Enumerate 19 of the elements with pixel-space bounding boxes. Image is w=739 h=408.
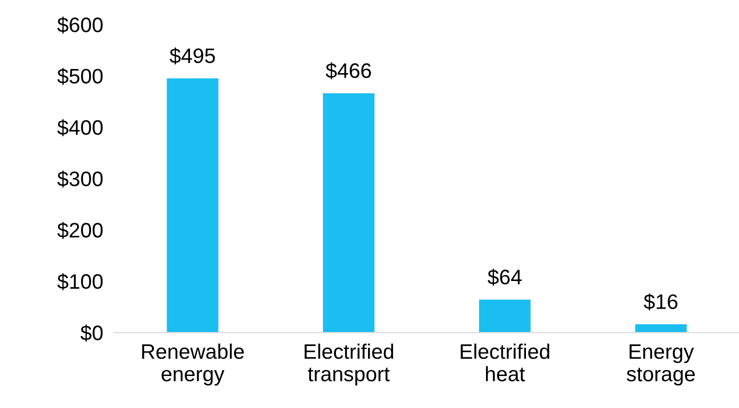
bar	[635, 324, 687, 333]
y-tick-label: $0	[80, 324, 103, 342]
x-tick-label: Renewable energy	[142, 344, 244, 386]
y-tick-label: $500	[57, 68, 103, 85]
x-tick-label: Electrified heat	[460, 344, 550, 382]
bar	[479, 300, 531, 333]
y-tick-label: $100	[57, 273, 103, 290]
x-tick-label: Energy storage	[626, 344, 695, 386]
bar	[322, 93, 374, 333]
data-label: $64	[488, 268, 522, 286]
bar	[166, 78, 218, 333]
x-tick-label: Electrified transport	[304, 344, 394, 386]
y-tick-label: $300	[57, 170, 103, 188]
y-tick-label: $600	[57, 16, 103, 34]
data-label: $495	[170, 48, 215, 64]
data-label: $16	[644, 293, 678, 310]
y-tick-label: $200	[57, 222, 103, 239]
data-label: $466	[326, 62, 371, 80]
y-tick-label: $400	[57, 119, 103, 136]
